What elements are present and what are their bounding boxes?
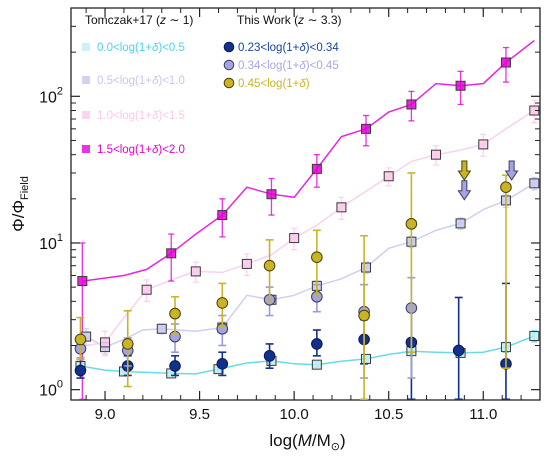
- tomczak-marker-3: [311, 163, 322, 174]
- y-tick-label: 100: [39, 379, 63, 400]
- tomczak-marker-0: [311, 359, 322, 370]
- tomczak-marker-3: [217, 210, 228, 221]
- x-tick-label: 11.0: [469, 406, 497, 423]
- this-work-point-0: [263, 350, 276, 362]
- legend-label-tomczak: 0.5<log(1+δ)<1.0: [97, 75, 185, 87]
- this-work-point-0: [169, 360, 181, 372]
- legend-header-tomczak: Tomczak+17 (z ∼ 1): [85, 13, 193, 27]
- legend-label-this-work: 0.45<log(1+δ): [238, 78, 310, 90]
- plot-frame: [70, 7, 541, 401]
- this-work-point-2: [74, 333, 87, 346]
- tomczak-marker-2: [336, 202, 347, 213]
- x-tick-label: 9.0: [95, 406, 116, 423]
- this-work-point-2: [358, 309, 370, 322]
- tomczak-marker-1: [455, 218, 466, 229]
- tomczak-marker-2: [383, 171, 394, 182]
- this-work-point-2: [311, 251, 323, 263]
- axis-ticks: 9.0 9.5 10.0 10.5 11.0 100 101 102: [39, 7, 541, 423]
- x-tick-label: 10.5: [374, 406, 403, 423]
- tomczak-marker-3: [361, 123, 372, 134]
- tomczak-marker-3: [406, 99, 417, 110]
- tomczak-marker-0: [361, 353, 372, 364]
- legend-swatch-tomczak: [82, 43, 90, 51]
- tomczak-marker-2: [289, 233, 300, 244]
- tomczak-marker-3: [266, 189, 277, 200]
- axis-labels: log(M/M⊙) Φ/ΦField: [9, 176, 346, 453]
- y-tick-label: 101: [39, 232, 63, 253]
- tomczak-marker-1: [156, 323, 167, 334]
- tomczak-marker-2: [430, 149, 441, 160]
- y-tick-label: 102: [39, 85, 63, 106]
- tomczak-marker-2: [190, 266, 201, 277]
- legend-marker-this-work: [223, 59, 235, 71]
- this-work-point-2: [121, 338, 134, 350]
- this-work-point-0: [74, 364, 87, 377]
- legend-marker-this-work: [223, 41, 235, 53]
- legend-swatch-tomczak: [82, 145, 90, 153]
- x-tick-label: 9.5: [189, 406, 210, 423]
- x-tick-label: 10.0: [280, 406, 309, 423]
- this-work-point-2: [405, 218, 418, 230]
- x-axis-label: log(M/M⊙): [269, 431, 345, 453]
- tomczak-marker-2: [141, 284, 152, 295]
- y-axis-label: Φ/ΦField: [9, 176, 31, 232]
- tomczak-marker-1: [529, 178, 540, 189]
- tomczak-marker-1: [361, 262, 372, 273]
- this-work-point-0: [311, 338, 323, 350]
- tomczak-marker-3: [500, 57, 511, 68]
- this-work-points: [74, 172, 512, 400]
- this-work-point-0: [452, 344, 465, 357]
- legend-label-this-work: 0.34<log(1+δ)<0.45: [238, 60, 339, 72]
- this-work-point-2: [500, 181, 512, 194]
- legend-marker-this-work: [223, 77, 235, 89]
- this-work-point-2: [263, 259, 276, 272]
- tomczak-marker-3: [166, 248, 177, 259]
- upper-limit-arrow-icon: [457, 180, 472, 201]
- tomczak-marker-0: [529, 331, 540, 342]
- legend-header-this-work: This Work (z ∼ 3.3): [237, 13, 342, 27]
- legend-swatch-tomczak: [82, 76, 90, 84]
- this-work-point-2: [169, 307, 181, 320]
- legend-label-this-work: 0.23<log(1+δ)<0.34: [238, 42, 339, 54]
- tomczak-marker-3: [455, 80, 466, 91]
- legend-label-tomczak: 1.0<log(1+δ)<1.5: [97, 110, 185, 122]
- legend-label-tomczak: 1.5<log(1+δ)<2.0: [97, 144, 185, 156]
- this-work-point-0: [216, 358, 229, 370]
- tomczak-marker-2: [478, 139, 489, 150]
- tomczak-marker-2: [100, 337, 111, 348]
- legend: Tomczak+17 (z ∼ 1) This Work (z ∼ 3.3) 0.0…: [82, 13, 342, 156]
- upper-limit-arrow-icon: [504, 160, 519, 181]
- legend-label-tomczak: 0.0<log(1+δ)<0.5: [97, 42, 185, 54]
- tomczak-marker-2: [241, 258, 252, 269]
- legend-swatch-tomczak: [82, 111, 90, 119]
- upper-limit-arrow-icon: [457, 160, 472, 181]
- this-work-point-2: [216, 297, 229, 309]
- tomczak-marker-3: [77, 276, 88, 287]
- upper-limit-arrows: [457, 160, 519, 201]
